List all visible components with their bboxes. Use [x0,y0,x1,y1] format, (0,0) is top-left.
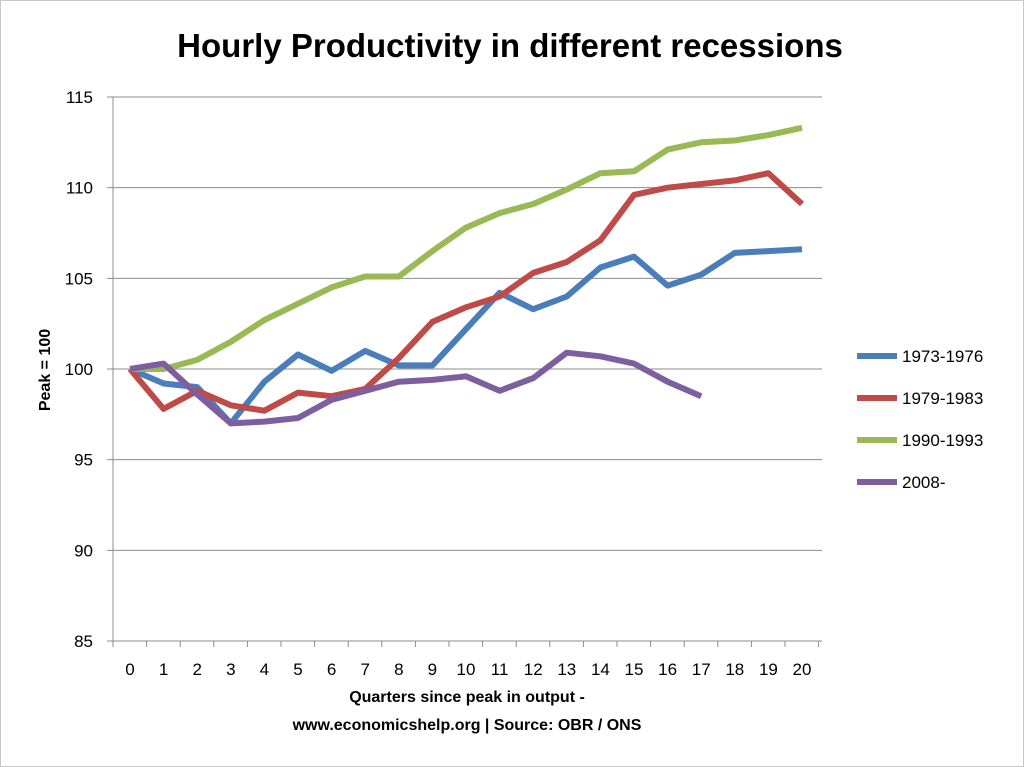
x-tick-label: 9 [428,660,437,679]
x-tick-label: 3 [226,660,235,679]
y-tick-label: 90 [74,541,93,560]
y-tick-label: 105 [65,269,93,288]
legend: 1973-1976 1979-1983 1990-1993 2008- [857,347,983,492]
x-axis-label-line-2: www.economicshelp.org | Source: OBR / ON… [292,717,642,734]
y-tick-label: 110 [66,179,93,198]
x-tick-label: 17 [692,660,711,679]
legend-label: 1990-1993 [902,431,983,450]
x-tick-label: 18 [725,660,744,679]
legend-label: 1979-1983 [902,389,983,408]
x-tick-label: 20 [793,660,812,679]
x-tick-label: 14 [591,660,610,679]
x-tick-label: 10 [457,660,476,679]
x-tick-label: 6 [327,660,336,679]
series-line-1973-1976 [128,246,803,427]
x-tick-label: 19 [759,660,778,679]
series-layer [127,124,805,427]
x-tick-label: 8 [394,660,403,679]
y-tick-label: 115 [66,88,93,107]
y-tick-label: 95 [74,451,93,470]
x-tick-label: 1 [159,660,168,679]
legend-label: 2008- [902,473,945,492]
x-tick-label: 4 [260,660,269,679]
x-tick-label: 13 [557,660,576,679]
x-axis-label-line-1: Quarters since peak in output - [349,689,585,706]
x-tick-label: 16 [658,660,677,679]
legend-label: 1973-1976 [902,347,983,366]
series-line-1990-1993 [130,124,803,372]
x-tick-label: 12 [524,660,543,679]
x-tick-label: 2 [192,660,201,679]
grid-lines [113,96,822,642]
x-tick-label: 11 [491,660,509,679]
x-tick-label: 15 [625,660,644,679]
chart-title: Hourly Productivity in different recessi… [177,27,843,64]
x-tick-label: 5 [293,660,302,679]
y-axis: 85 90 95 100 105 110 115 [65,88,114,651]
y-tick-label: 85 [74,632,93,651]
series-line-1979-1983 [127,170,805,414]
x-tick-label: 7 [360,660,369,679]
series-line-2008- [129,349,703,427]
y-axis-label: Peak = 100 [37,329,54,411]
x-axis: 0 1 2 3 4 5 6 7 8 9 10 11 12 13 14 15 16 17 18 19 20 [112,641,820,679]
x-tick-label: 0 [125,660,134,679]
y-tick-label: 100 [65,360,93,379]
